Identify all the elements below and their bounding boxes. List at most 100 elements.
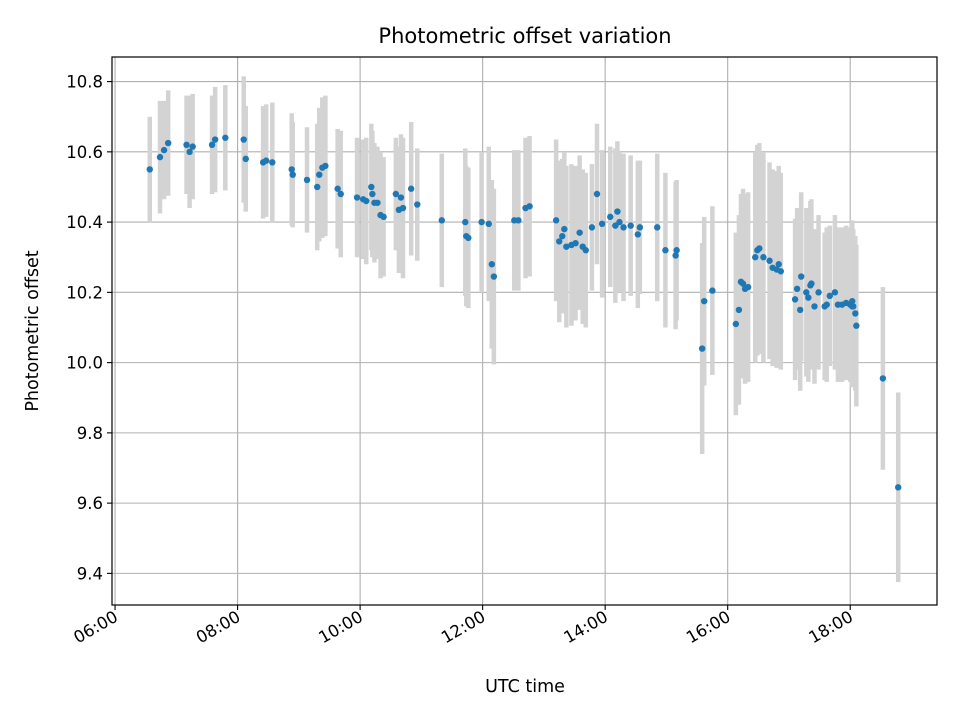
y-tick-label: 9.4 (77, 564, 103, 583)
data-point (634, 231, 642, 238)
data-point (392, 190, 400, 198)
data-point (289, 171, 296, 178)
data-point (316, 171, 323, 178)
data-point (262, 157, 270, 164)
data-point (752, 254, 759, 261)
data-point (662, 247, 669, 254)
data-point (815, 289, 822, 296)
data-point (414, 201, 421, 208)
chart-title: Photometric offset variation (378, 24, 671, 48)
data-point (561, 225, 568, 233)
data-point (850, 303, 857, 310)
data-points (146, 134, 902, 491)
data-point (380, 213, 387, 221)
data-point (465, 234, 472, 242)
data-point (627, 222, 634, 229)
data-point (160, 146, 168, 154)
y-tick-label: 10.4 (66, 213, 103, 232)
data-point (709, 287, 716, 294)
data-point (242, 155, 249, 163)
data-point (826, 292, 833, 300)
data-point (760, 254, 767, 261)
data-point (823, 301, 830, 308)
data-point (369, 190, 376, 198)
y-axis-label: Photometric offset (23, 250, 43, 411)
data-point (322, 162, 329, 170)
data-point (334, 185, 341, 192)
data-point (438, 217, 445, 224)
data-point (303, 176, 311, 184)
data-point (849, 297, 856, 305)
data-point (186, 148, 193, 156)
data-point (616, 218, 623, 226)
y-tick-label: 10.2 (66, 283, 103, 302)
data-point (766, 257, 773, 264)
data-point (526, 203, 533, 210)
data-point (490, 273, 498, 280)
data-point (222, 134, 229, 141)
x-axis-label: UTC time (485, 677, 565, 697)
data-point (397, 194, 405, 201)
data-point (183, 141, 190, 149)
data-point (588, 224, 596, 231)
y-axis-ticks: 9.4 9.6 9.8 10.0 10.2 10.4 10.6 10.8 (66, 73, 112, 583)
data-point (556, 238, 563, 245)
data-point (563, 243, 570, 250)
data-point (156, 153, 164, 161)
data-point (211, 136, 219, 143)
data-point (485, 220, 492, 228)
data-point (735, 306, 743, 314)
y-tick-label: 9.6 (77, 494, 103, 513)
data-point (582, 247, 589, 254)
data-point (576, 229, 583, 236)
data-point (269, 159, 276, 166)
data-point (672, 252, 679, 259)
data-point (399, 204, 407, 212)
data-point (407, 185, 415, 192)
data-point (744, 283, 752, 291)
plot-frame (111, 56, 938, 606)
data-point (208, 141, 216, 149)
data-point (811, 303, 818, 310)
data-point (852, 310, 859, 317)
data-point (796, 306, 804, 314)
data-point (775, 261, 782, 268)
data-point (189, 143, 196, 150)
y-tick-label: 10.8 (66, 73, 103, 92)
y-tick-label: 10.0 (66, 354, 103, 373)
data-point (798, 273, 805, 280)
data-point (146, 166, 153, 173)
data-point (701, 297, 708, 305)
data-point (593, 190, 601, 198)
data-point (636, 224, 644, 231)
data-point (808, 280, 815, 287)
data-point (698, 345, 706, 352)
data-point (793, 285, 801, 293)
data-point (572, 239, 579, 247)
data-point (614, 208, 621, 215)
data-point (654, 224, 661, 231)
data-point (559, 232, 566, 240)
data-point (337, 190, 344, 198)
y-tick-label: 9.8 (77, 424, 103, 443)
data-point (879, 375, 887, 382)
data-point (607, 213, 614, 221)
data-point (805, 294, 812, 301)
data-point (363, 197, 370, 205)
data-point (803, 289, 810, 296)
data-point (164, 139, 172, 147)
data-point (777, 268, 784, 275)
data-point (240, 136, 247, 143)
y-tick-label: 10.6 (66, 143, 103, 162)
data-point (353, 194, 361, 201)
data-point (620, 224, 627, 231)
data-point (462, 218, 469, 226)
data-point (552, 217, 560, 224)
data-point (673, 247, 680, 254)
data-point (732, 320, 740, 328)
data-point (756, 245, 763, 252)
data-point (853, 322, 860, 329)
data-point (515, 217, 522, 224)
data-point (374, 199, 381, 206)
